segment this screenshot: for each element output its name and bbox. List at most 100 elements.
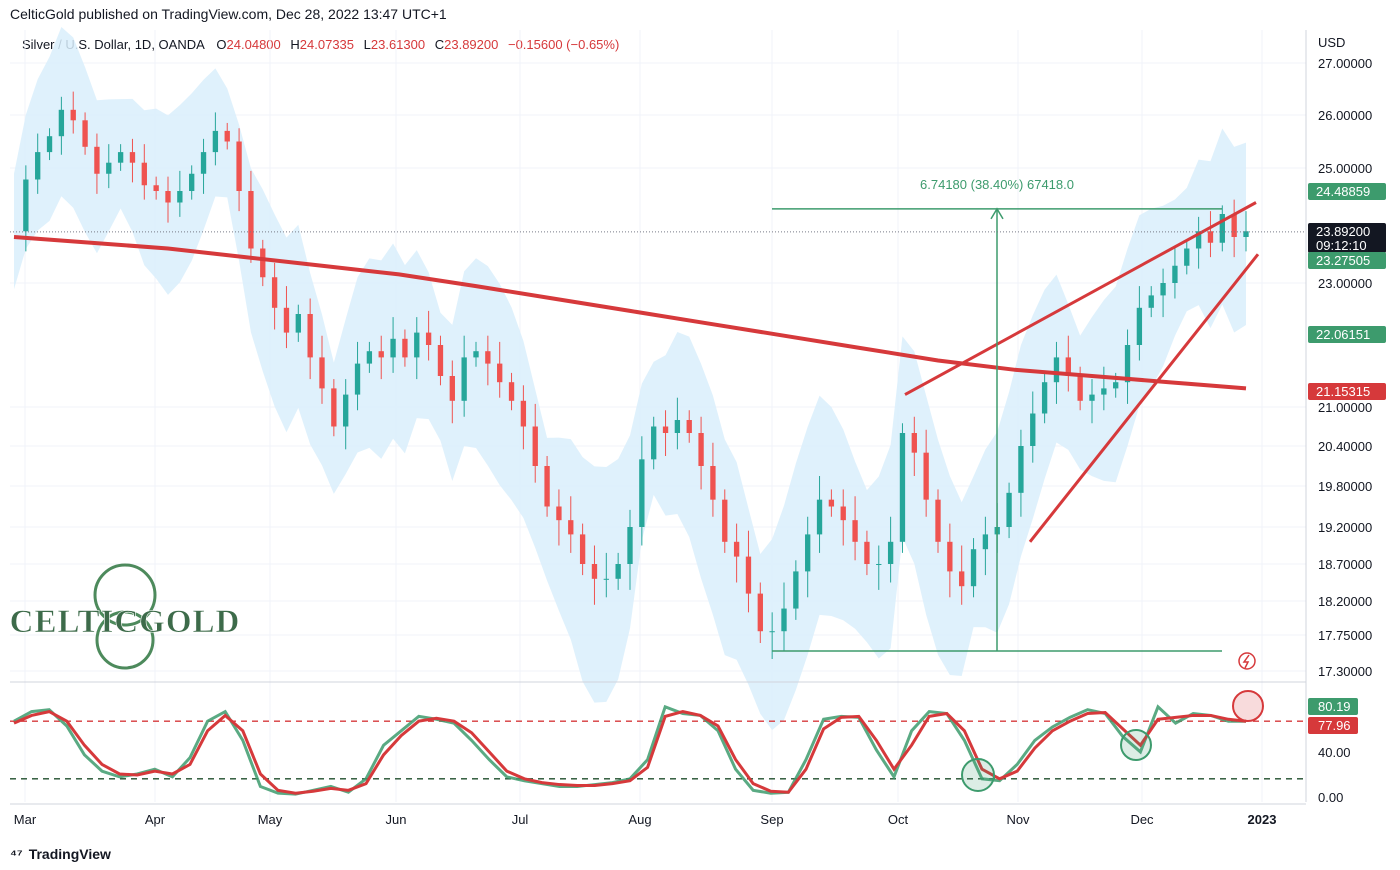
candle-body [935,499,941,542]
candle-body [1006,492,1012,527]
lightning-bolt [1242,654,1250,669]
candles [23,91,1249,659]
candle-body [887,541,894,564]
logo-knot-ring-lower [95,610,155,670]
axes: USD 27.00000 26.00000 25.00000 23.00000 21.00… [10,30,1386,827]
candle-body [722,499,728,542]
candle-body [106,162,112,174]
candle-body [485,351,491,364]
candle-body [508,382,515,401]
candle-body [473,351,479,358]
candle-body [212,130,219,153]
candle-body [497,363,503,383]
stoch-tick-label: 0.00 [1318,790,1343,805]
candle-body [1041,382,1048,414]
price-tick-label: 23.00000 [1318,276,1372,291]
candle-body [544,466,550,507]
logo-knot-ring [93,563,157,627]
time-tick-label: May [258,812,283,827]
candle-body [520,400,527,427]
candle-body [449,376,455,401]
candle-body [390,338,396,358]
measure-annotation: 6.74180 (38.40%) 67418.0 [920,177,1074,192]
candle-body [82,120,88,147]
bollinger-bands [14,27,1246,731]
candle-body [1231,214,1237,237]
price-tick-label: 19.20000 [1318,520,1372,535]
candle-body [141,162,147,186]
candle-body [591,564,598,579]
time-tick-label: Mar [14,812,37,827]
overlays: 6.74180 (38.40%) 67418.0 [10,177,1306,670]
tradingview-icon: ⁴⁷ [10,846,23,862]
candle-body [947,541,953,572]
close-key: C [434,37,445,52]
ma200-line [13,235,1247,391]
low-key: L [363,37,371,52]
candle-body [1030,413,1036,446]
time-tick-label: Oct [888,812,909,827]
candle-body [23,179,29,232]
stochastic-panel [10,681,1306,796]
candle-body [745,556,752,594]
candle-body [532,426,538,466]
candle-body [46,136,53,153]
candle-body [627,527,633,564]
price-label-box [1308,183,1386,200]
time-tick-label: Dec [1130,812,1154,827]
price-tick-label: 21.00000 [1318,400,1372,415]
price-label-countdown: 09:12:10 [1316,238,1367,253]
currency-label: USD [1318,35,1345,50]
time-tick-label: Nov [1006,812,1030,827]
candle-body [828,499,835,507]
candle-body [1077,376,1083,401]
candle-body [769,631,775,633]
candle-body [189,173,195,191]
candle-body [1101,388,1107,395]
candle-body [603,578,609,580]
candle-body [461,357,467,401]
candle-body [1160,283,1166,296]
price-label-box [1308,326,1386,343]
candle-body [982,534,989,550]
stoch-tick-label: 40.00 [1318,745,1351,760]
price-label-box [1308,383,1386,400]
candle-body [153,185,159,191]
candle-body [1124,345,1131,383]
candle-body [568,520,574,535]
candle-body [662,426,669,433]
time-tick-label: 2023 [1248,812,1277,827]
oversold-circle-marker [961,758,995,792]
publisher-line: CelticGold published on TradingView.com,… [10,6,447,22]
price-label-text: 22.06151 [1316,327,1370,342]
bollinger-band-area [14,27,1246,731]
candle-body [615,564,621,579]
candle-body [556,506,562,521]
candle-body [295,314,301,333]
candle-body [959,571,965,587]
candle-body [970,549,977,587]
candle-body [94,146,100,174]
candle-body [58,109,65,137]
candle-body [1219,214,1225,243]
candle-body [165,191,171,203]
candle-body [674,420,681,433]
stochastic-series-line [13,704,1246,796]
candle-body [200,152,207,174]
candle-body [1207,231,1214,243]
time-tick-label: Jul [512,812,529,827]
candle-body [248,191,254,249]
high-key: H [290,37,300,52]
candle-body [354,363,361,395]
wedge-lower-line [1028,253,1260,543]
time-tick-label: Jun [386,812,407,827]
candle-body [852,520,858,542]
price-label-text: 23.89200 [1316,224,1370,239]
candle-body [271,277,278,308]
time-tick-label: Aug [628,812,651,827]
tradingview-brand[interactable]: ⁴⁷ TradingView [10,846,111,862]
stochastic-series-line [13,710,1247,795]
celticgold-logo: CELTICGOLD [9,563,240,670]
candle-body [1089,394,1095,401]
